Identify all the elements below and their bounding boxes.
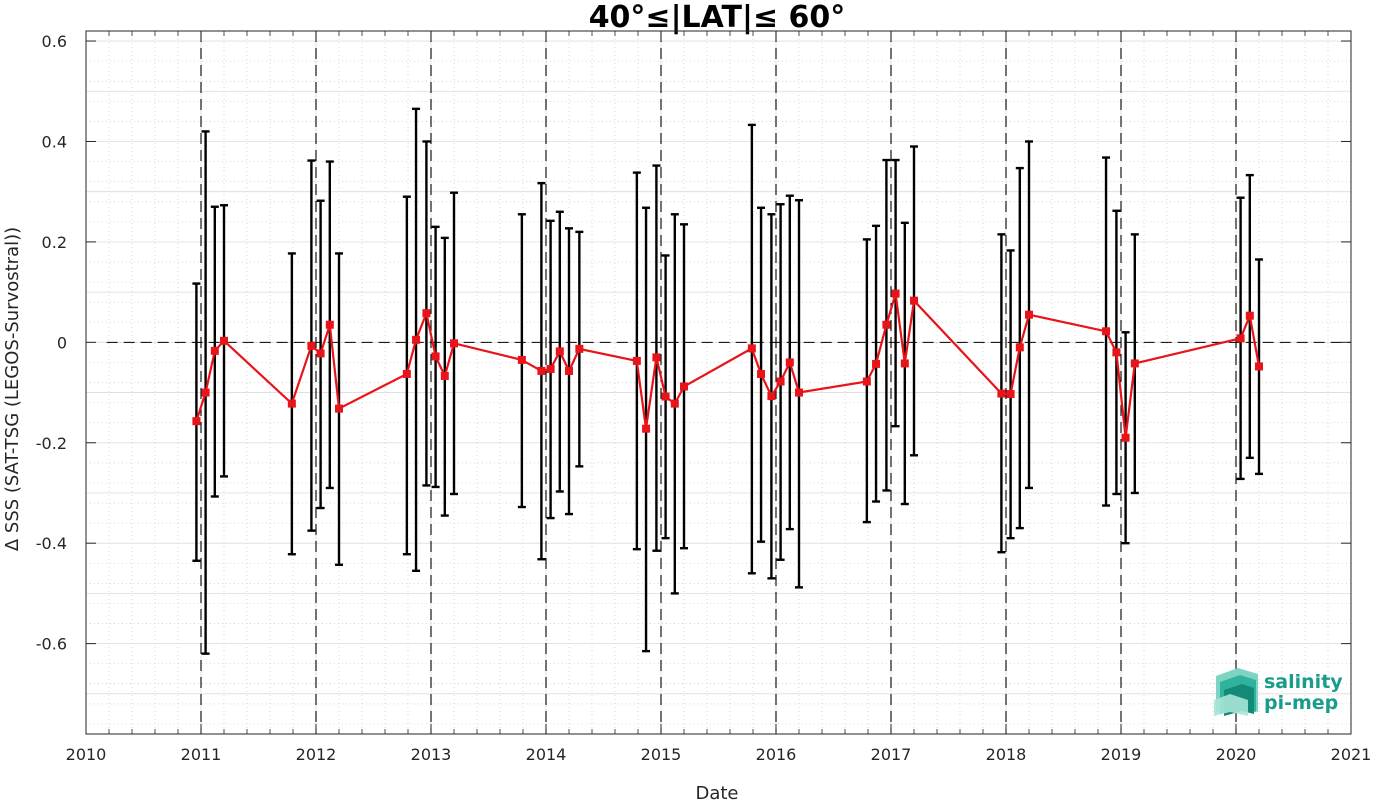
x-tick-label: 2012 [296,745,337,764]
year-lines [200,31,1237,734]
data-point-marker [565,366,573,375]
x-axis-label: Date [695,783,738,801]
x-tick-label: 2017 [871,745,912,764]
data-point-marker [632,356,641,365]
logo-emblem-icon [1214,668,1258,716]
data-point-marker [537,366,546,375]
x-tick-label: 2013 [411,745,452,764]
data-point-marker [402,369,411,378]
data-point-marker [555,347,564,356]
data-point-marker [192,417,201,426]
data-point-marker [575,344,584,353]
x-tick-label: 2021 [1331,745,1372,764]
errorbars [192,107,1263,655]
data-point-marker [652,353,661,362]
data-point-marker [670,399,679,408]
data-point-marker [776,377,785,386]
data-point-marker [210,346,219,355]
data-point-marker [757,369,766,378]
data-point-marker [1102,327,1111,336]
data-point-marker [517,355,526,364]
x-tick-label: 2016 [756,745,797,764]
markers [192,289,1263,442]
x-tick-label: 2020 [1216,745,1257,764]
data-point-marker [872,359,881,368]
salinity-pimep-logo: salinity pi-mep [1214,668,1343,716]
logo-line1: salinity [1264,671,1343,693]
data-point-marker [642,424,651,433]
logo-line2: pi-mep [1264,692,1338,714]
data-point-marker [1025,310,1033,319]
x-tick-label: 2018 [986,745,1027,764]
data-point-marker [440,371,449,380]
data-point-marker [1015,343,1024,352]
x-tick-label: 2011 [181,745,222,764]
y-tick-label: 0.4 [42,132,67,151]
data-point-marker [431,352,440,361]
data-point-marker [422,309,431,318]
data-point-marker [220,336,228,345]
data-point-marker [307,341,316,350]
y-tick-labels: -0.6 -0.4 -0.2 0 0.2 0.4 0.6 [36,32,67,654]
data-point-marker [1255,362,1263,371]
data-point-marker [1006,390,1015,399]
x-tick-label: 2015 [641,745,682,764]
data-point-marker [910,296,918,305]
x-tick-label: 2019 [1101,745,1142,764]
data-point-marker [287,399,296,408]
data-point-marker [785,358,794,367]
data-point-marker [316,349,325,358]
data-point-marker [1245,311,1254,320]
data-point-marker [201,388,210,397]
x-tick-label: 2010 [66,745,107,764]
data-point-marker [862,377,871,386]
data-point-marker [680,382,688,391]
y-axis-label: Δ SSS (SAT-TSG (LEGOS-Survostral)) [2,227,23,551]
y-tick-label: -0.6 [36,635,67,654]
minor-grid [86,31,1351,734]
data-point-marker [1112,348,1121,357]
data-point-marker [546,364,555,373]
series-line [195,293,1261,438]
chart-title: 40°≤|LAT|≤ 60° [589,0,846,35]
data-point-marker [335,404,343,413]
axes-box [85,30,1352,735]
data-point-marker [325,320,334,329]
data-point-marker [1121,433,1130,442]
y-tick-label: 0.2 [42,233,67,252]
y-tick-label: -0.2 [36,434,67,453]
data-point-marker [891,289,900,298]
data-point-marker [795,388,803,397]
data-point-marker [1236,334,1245,343]
x-tick-labels: 2010 2011 2012 2013 2014 2015 2016 2017 2018 2019… [66,745,1372,764]
y-tick-label: -0.4 [36,534,67,553]
data-point-marker [450,339,458,348]
data-point-marker [412,335,421,344]
data-point-marker [767,392,776,401]
data-point-marker [997,389,1006,398]
data-point-marker [882,320,891,329]
x-tick-label: 2014 [526,745,567,764]
data-point-marker [1130,359,1139,368]
data-point-marker [900,359,909,368]
data-point-marker [747,344,756,353]
ticks [85,31,1352,734]
y-tick-label: 0.6 [42,32,67,51]
data-point-marker [661,392,670,401]
y-tick-label: 0 [57,333,67,352]
